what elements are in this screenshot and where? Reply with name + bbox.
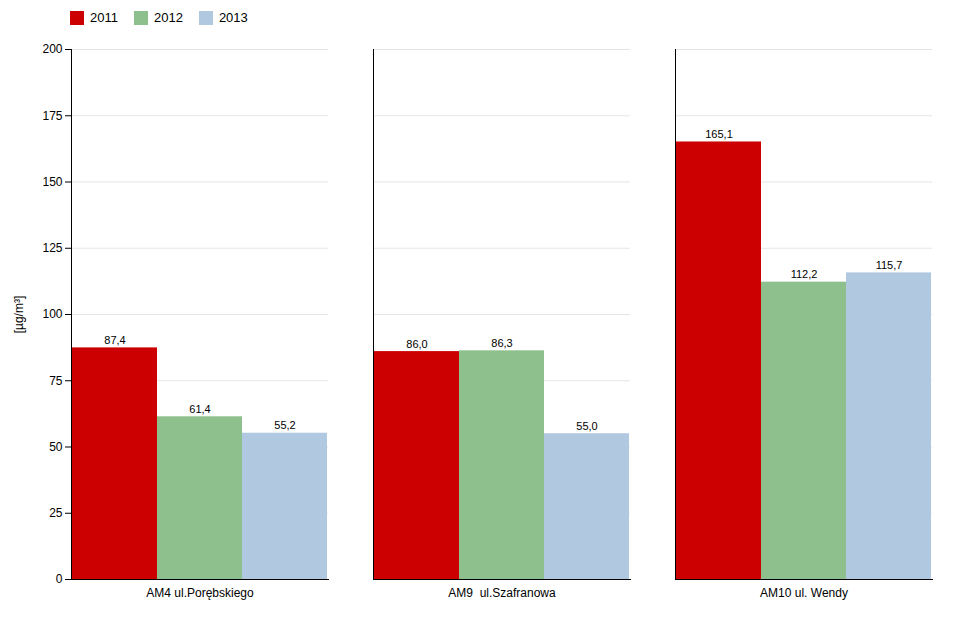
svg-text:75: 75 [49,374,63,388]
svg-text:61,4: 61,4 [189,403,210,415]
svg-text:50: 50 [49,440,63,454]
svg-text:175: 175 [42,109,62,123]
svg-text:150: 150 [42,175,62,189]
html-text:2013: 2013 [218,10,248,25]
svg-text:AM10 ul. Wendy: AM10 ul. Wendy [760,586,848,600]
svg-text:115,7: 115,7 [876,259,903,271]
svg-text:55,2: 55,2 [274,419,295,431]
svg-text:112,2: 112,2 [791,268,818,280]
svg-text:0: 0 [56,572,63,586]
svg-text:87,4: 87,4 [104,334,125,346]
svg-text:165,1: 165,1 [705,128,733,140]
svg-text:[µg/m³]: [µg/m³] [12,296,26,334]
html-text:2011: 2011 [90,10,118,25]
html-text:2012: 2012 [154,10,183,25]
svg-text:AM4 ul.Porębskiego: AM4 ul.Porębskiego [146,586,254,600]
svg-text:AM9 ul.Szafranowa: AM9 ul.Szafranowa [448,586,556,600]
svg-text:200: 200 [42,42,62,56]
svg-text:100: 100 [42,307,62,321]
svg-text:125: 125 [42,241,62,255]
svg-text:86,3: 86,3 [491,337,512,349]
svg-text:25: 25 [49,506,63,520]
svg-text:55,0: 55,0 [576,420,597,432]
svg-text:86,0: 86,0 [406,338,427,350]
